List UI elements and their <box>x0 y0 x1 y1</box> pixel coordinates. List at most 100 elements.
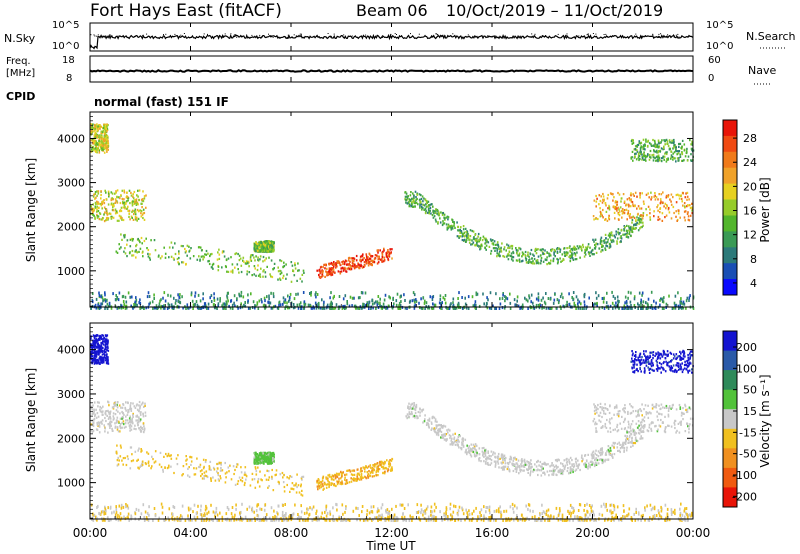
echo-cell <box>672 152 674 155</box>
echo-cell <box>266 469 268 472</box>
echo-cell <box>160 306 162 310</box>
echo-cell <box>326 271 328 274</box>
echo-cell <box>140 215 143 218</box>
echo-cell <box>101 201 104 204</box>
echo-cell <box>360 306 363 310</box>
echo-cell <box>338 472 341 476</box>
echo-cell <box>680 197 683 200</box>
echo-cell <box>139 411 142 414</box>
nsearch-point <box>590 37 592 38</box>
echo-cell <box>123 235 126 238</box>
echo-cell <box>122 206 125 209</box>
echo-cell <box>257 477 260 481</box>
echo-cell <box>227 257 230 260</box>
echo-cell <box>212 466 215 469</box>
echo-cell <box>627 296 629 300</box>
echo-cell <box>273 455 275 458</box>
echo-cell <box>689 206 692 210</box>
echo-cell <box>415 299 418 303</box>
echo-cell <box>611 290 613 294</box>
echo-cell <box>142 216 144 220</box>
echo-cell <box>320 265 323 268</box>
echo-cell <box>486 306 489 310</box>
echo-cell <box>612 239 614 242</box>
echo-cell <box>425 301 428 305</box>
echo-cell <box>461 296 463 299</box>
echo-cell <box>240 471 243 474</box>
echo-cell <box>620 197 623 200</box>
echo-cell <box>211 252 213 256</box>
echo-cell <box>424 199 427 202</box>
echo-cell <box>680 301 682 305</box>
echo-cell <box>360 478 363 481</box>
echo-cell <box>655 145 657 149</box>
nsearch-point <box>259 34 261 36</box>
echo-cell <box>160 465 163 469</box>
echo-cell <box>331 478 333 481</box>
echo-cell <box>94 347 96 350</box>
echo-cell <box>682 302 684 306</box>
echo-cell <box>411 197 413 200</box>
echo-cell <box>130 215 133 218</box>
nsearch-point <box>534 33 536 35</box>
echo-cell <box>129 406 132 409</box>
echo-cell <box>147 462 150 465</box>
echo-cell <box>132 195 134 198</box>
echo-cell <box>420 297 422 301</box>
echo-cell <box>586 248 588 251</box>
echo-cell <box>679 216 681 219</box>
echo-cell <box>207 306 210 310</box>
echo-cell <box>98 362 101 365</box>
echo-cell <box>512 259 514 262</box>
echo-cell <box>125 304 127 308</box>
echo-cell <box>105 341 107 344</box>
echo-cell <box>122 457 125 460</box>
echo-cell <box>547 297 550 300</box>
echo-cell <box>97 353 99 356</box>
echo-cell <box>116 403 118 406</box>
echo-cell <box>146 451 148 454</box>
echo-cell <box>691 143 694 146</box>
echo-cell <box>675 146 677 149</box>
echo-cell <box>125 207 128 210</box>
echo-cell <box>147 291 150 295</box>
echo-cell <box>184 247 186 251</box>
echo-cell <box>92 340 95 343</box>
echo-cell <box>640 298 642 302</box>
echo-cell <box>332 296 335 300</box>
echo-cell <box>139 413 142 416</box>
echo-cell <box>654 141 656 144</box>
echo-cell <box>136 194 138 197</box>
echo-cell <box>271 242 274 245</box>
echo-cell <box>639 142 642 145</box>
echo-cell <box>439 217 441 220</box>
echo-cell <box>617 206 620 209</box>
echo-cell <box>496 255 498 258</box>
echo-cell <box>665 196 668 199</box>
echo-cell <box>130 191 132 194</box>
echo-cell <box>488 306 491 310</box>
echo-cell <box>335 484 337 488</box>
echo-cell <box>617 191 619 195</box>
echo-cell <box>314 301 317 305</box>
echo-cell <box>301 478 303 481</box>
echo-cell <box>185 463 188 466</box>
echo-cell <box>597 450 600 453</box>
echo-cell <box>127 409 129 412</box>
echo-cell <box>205 249 208 253</box>
echo-cell <box>94 144 97 147</box>
echo-cell <box>220 466 222 470</box>
y-tick-label: 2000 <box>57 221 85 234</box>
echo-cell <box>169 454 171 458</box>
echo-cell <box>239 479 242 482</box>
echo-cell <box>629 234 632 237</box>
echo-cell <box>341 306 344 310</box>
echo-cell <box>351 469 354 472</box>
echo-cell <box>595 200 598 203</box>
echo-cell <box>201 477 204 480</box>
echo-cell <box>205 475 208 478</box>
echo-cell <box>325 270 327 273</box>
echo-cell <box>297 292 299 296</box>
echo-cell <box>515 259 518 262</box>
echo-cell <box>122 423 125 426</box>
